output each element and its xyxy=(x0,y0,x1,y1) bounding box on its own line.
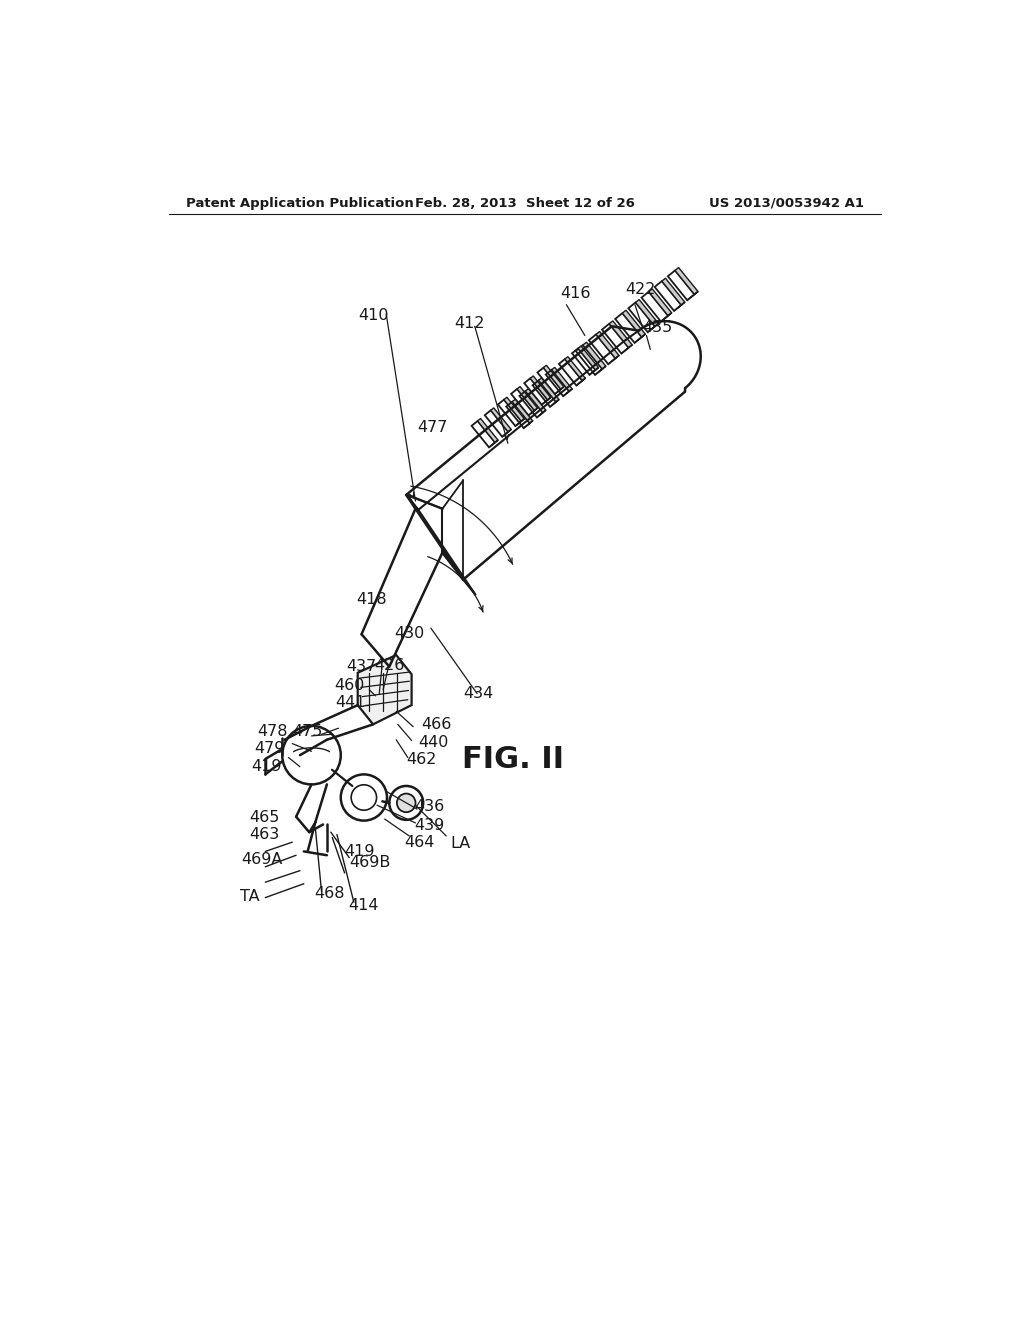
Text: 439: 439 xyxy=(415,817,445,833)
Polygon shape xyxy=(530,376,551,400)
Text: 422: 422 xyxy=(625,281,655,297)
Text: 419: 419 xyxy=(252,759,282,775)
Polygon shape xyxy=(636,300,658,326)
Text: 478: 478 xyxy=(257,723,288,739)
Polygon shape xyxy=(675,268,698,294)
Text: 477: 477 xyxy=(417,420,447,436)
Text: FIG. II: FIG. II xyxy=(462,744,564,774)
Text: 440: 440 xyxy=(419,734,449,750)
Text: 466: 466 xyxy=(422,717,452,731)
Polygon shape xyxy=(648,289,672,315)
Text: 435: 435 xyxy=(643,321,673,335)
Polygon shape xyxy=(565,356,586,380)
Polygon shape xyxy=(357,655,412,725)
Text: 416: 416 xyxy=(560,285,591,301)
Polygon shape xyxy=(517,387,538,411)
Text: Feb. 28, 2013  Sheet 12 of 26: Feb. 28, 2013 Sheet 12 of 26 xyxy=(415,197,635,210)
Polygon shape xyxy=(579,346,598,370)
Text: 418: 418 xyxy=(356,593,387,607)
Polygon shape xyxy=(596,331,618,358)
Polygon shape xyxy=(525,388,546,413)
Text: 434: 434 xyxy=(463,686,494,701)
Text: US 2013/0053942 A1: US 2013/0053942 A1 xyxy=(709,197,863,210)
Polygon shape xyxy=(623,310,645,337)
Text: 465: 465 xyxy=(249,810,280,825)
Polygon shape xyxy=(583,342,606,370)
Polygon shape xyxy=(512,400,532,424)
Polygon shape xyxy=(544,366,564,389)
Text: TA: TA xyxy=(240,888,259,904)
Polygon shape xyxy=(490,408,511,432)
Text: 436: 436 xyxy=(415,799,445,814)
Text: 479: 479 xyxy=(254,741,284,756)
Text: 412: 412 xyxy=(455,317,485,331)
Text: 464: 464 xyxy=(404,834,435,850)
Text: 475: 475 xyxy=(292,723,323,739)
Polygon shape xyxy=(662,279,685,305)
Text: 437: 437 xyxy=(346,659,377,675)
Text: LA: LA xyxy=(451,836,470,851)
Text: 419: 419 xyxy=(345,843,375,859)
Text: 414: 414 xyxy=(348,898,379,913)
Text: 468: 468 xyxy=(313,886,344,902)
Text: 463: 463 xyxy=(249,826,280,842)
Text: 460: 460 xyxy=(334,677,365,693)
Circle shape xyxy=(397,793,416,812)
Text: Patent Application Publication: Patent Application Publication xyxy=(186,197,414,210)
Text: 410: 410 xyxy=(358,308,389,323)
Polygon shape xyxy=(539,378,559,403)
Polygon shape xyxy=(504,397,524,421)
Text: 469A: 469A xyxy=(242,851,283,867)
Polygon shape xyxy=(552,367,572,391)
Text: 430: 430 xyxy=(394,626,424,642)
Polygon shape xyxy=(477,418,498,442)
Text: 426: 426 xyxy=(374,657,404,673)
Text: 469B: 469B xyxy=(349,855,390,870)
Text: 441: 441 xyxy=(336,696,366,710)
Polygon shape xyxy=(609,321,632,347)
Text: 462: 462 xyxy=(407,751,436,767)
